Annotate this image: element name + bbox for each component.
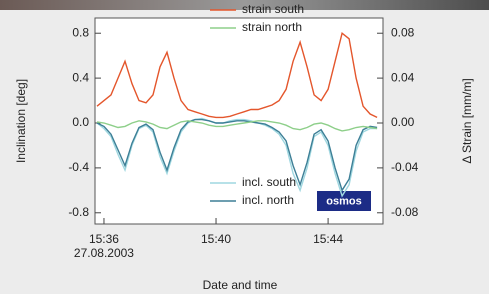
y2-tick-label: -0.08 [391,205,419,219]
x-sublabel: 27.08.2003 [74,246,134,260]
y2-tick-label: 0.04 [391,70,415,84]
y2-tick-label: -0.04 [391,160,419,174]
x-axis-label: Date and time [203,278,278,292]
y-tick-label: 0.4 [72,70,89,84]
legend-label: incl. north [242,193,294,207]
y-tick-label: -0.4 [68,160,89,174]
x-tick-label: 15:44 [313,232,343,246]
legend-label: strain south [242,2,304,16]
legend-label: strain north [242,20,302,34]
y2-tick-label: 0.08 [391,25,415,39]
y-axis-label: Inclination [deg] [14,79,28,163]
x-tick-label: 15:36 [89,232,119,246]
y-tick-label: -0.8 [68,205,89,219]
y-tick-label: 0.8 [72,25,89,39]
logo: osmos [326,195,361,207]
chart: osmos Date and time Inclination [deg] Δ … [0,0,489,294]
x-tick-label: 15:40 [201,232,231,246]
legend-label: incl. south [242,175,296,189]
y2-tick-label: 0.00 [391,115,415,129]
y2-axis-label: Δ Strain [mm/m] [460,78,474,163]
y-tick-label: 0.0 [72,115,89,129]
